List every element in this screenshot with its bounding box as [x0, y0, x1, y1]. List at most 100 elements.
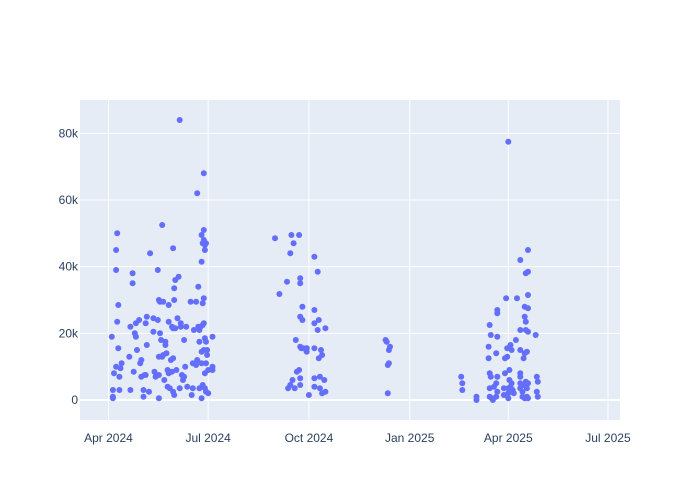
y-tick-label: 20k — [59, 326, 79, 340]
data-point — [204, 347, 211, 353]
data-point — [116, 387, 123, 393]
data-point — [187, 298, 194, 305]
data-point — [319, 352, 326, 358]
data-point — [322, 388, 329, 395]
data-point — [512, 337, 519, 343]
data-point — [146, 388, 152, 395]
data-point — [198, 258, 205, 265]
data-point — [519, 388, 526, 395]
data-point — [193, 362, 200, 368]
data-point — [174, 315, 181, 322]
data-point — [193, 298, 200, 305]
data-point — [204, 352, 211, 358]
data-point — [142, 372, 149, 378]
data-point — [198, 395, 205, 402]
data-point — [109, 387, 116, 393]
data-point — [494, 388, 501, 395]
data-point — [209, 367, 216, 373]
data-point — [517, 347, 524, 353]
data-point — [520, 355, 527, 362]
data-point — [311, 320, 318, 327]
data-point — [203, 240, 209, 247]
data-point — [493, 350, 500, 357]
data-point — [134, 347, 140, 353]
data-point — [188, 392, 195, 398]
data-point — [316, 373, 323, 380]
data-point — [493, 380, 500, 387]
data-point — [165, 302, 172, 308]
data-point — [473, 397, 480, 403]
data-point — [154, 267, 161, 273]
data-point — [151, 368, 158, 375]
data-point — [291, 385, 298, 392]
data-point — [154, 317, 161, 323]
y-axis-ticks: 0 20k 40k 60k 80k — [59, 126, 79, 407]
data-point — [205, 390, 212, 397]
data-point — [296, 232, 303, 238]
data-point — [296, 367, 303, 373]
data-point — [209, 333, 216, 340]
data-point — [311, 383, 318, 390]
data-point — [517, 257, 524, 263]
data-point — [534, 378, 541, 385]
data-point — [287, 382, 294, 388]
data-point — [195, 283, 202, 290]
data-point — [205, 367, 212, 373]
data-point — [200, 295, 207, 302]
data-point — [190, 327, 197, 333]
x-tick-label: Jul 2024 — [185, 431, 231, 445]
data-point — [161, 377, 168, 383]
x-tick-label: Jul 2025 — [585, 431, 631, 445]
data-point — [305, 392, 312, 398]
data-point — [115, 302, 122, 308]
data-point — [384, 390, 391, 397]
data-point — [199, 300, 206, 307]
data-point — [184, 383, 191, 390]
data-point — [525, 328, 531, 335]
data-point — [506, 367, 513, 373]
data-point — [140, 387, 147, 393]
data-point — [459, 387, 466, 393]
data-point — [194, 357, 201, 363]
data-point — [117, 365, 124, 372]
y-tick-label: 40k — [59, 260, 79, 274]
data-point — [292, 337, 299, 343]
data-point — [160, 298, 167, 305]
data-point — [487, 332, 494, 338]
data-point — [159, 222, 166, 228]
data-point — [523, 385, 530, 392]
data-point — [203, 338, 209, 345]
data-point — [177, 323, 184, 330]
data-point — [299, 317, 306, 323]
data-point — [311, 307, 318, 313]
data-point — [157, 330, 163, 337]
data-point — [113, 267, 120, 273]
data-point — [505, 390, 512, 397]
data-point — [485, 355, 492, 362]
data-point — [508, 380, 515, 387]
data-point — [200, 170, 207, 177]
data-point — [525, 268, 531, 275]
data-point — [297, 280, 304, 287]
x-tick-label: Apr 2024 — [84, 431, 133, 445]
data-point — [181, 337, 188, 343]
data-point — [517, 373, 524, 380]
data-point — [314, 268, 321, 275]
data-point — [493, 393, 500, 400]
data-point — [201, 247, 208, 253]
data-point — [181, 373, 188, 380]
data-point — [504, 353, 511, 360]
data-point — [387, 343, 393, 350]
x-tick-label: Oct 2024 — [285, 431, 334, 445]
data-point — [485, 343, 492, 350]
data-point — [297, 275, 304, 282]
data-point — [383, 338, 390, 345]
data-point — [514, 295, 520, 302]
data-point — [126, 353, 133, 360]
data-point — [109, 395, 116, 402]
data-point — [140, 393, 147, 400]
data-point — [494, 333, 501, 340]
data-point — [494, 310, 501, 317]
data-point — [525, 380, 531, 387]
